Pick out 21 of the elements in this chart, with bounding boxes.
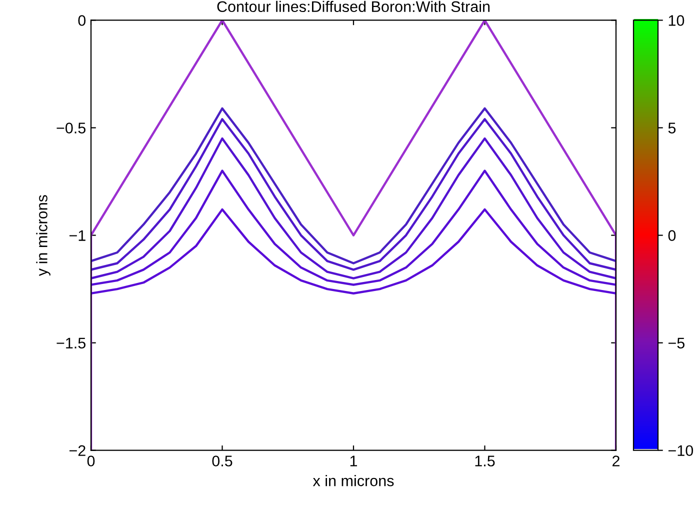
y-tick-label: −1: [69, 230, 86, 241]
y-tick-label: 0: [78, 15, 86, 26]
line-series: [91, 170, 616, 286]
x-tick-label: 1: [350, 456, 358, 466]
x-tick-label: 0.5: [212, 456, 232, 466]
x-tick-label: 2: [612, 456, 620, 466]
chart-title: Contour lines:Diffused Boron:With Strain: [217, 0, 490, 12]
line-series: [91, 137, 616, 280]
color-bar-label: 0: [668, 230, 676, 241]
color-bar-label: −10: [668, 445, 694, 456]
y-tick-label: −2: [69, 445, 86, 456]
x-tick-label: 1.5: [475, 456, 495, 466]
color-bar-label: 10: [668, 15, 684, 26]
y-tick-label: −0.5: [56, 122, 86, 134]
y-axis-title: y in microns: [36, 195, 50, 276]
color-bar-label: 5: [668, 122, 676, 134]
x-tick-label: 0: [87, 456, 95, 466]
x-axis-title: x in microns: [312, 475, 394, 486]
color-bar-label: −5: [668, 338, 684, 348]
line-series: [91, 208, 616, 294]
y-tick-label: −1.5: [56, 338, 86, 348]
